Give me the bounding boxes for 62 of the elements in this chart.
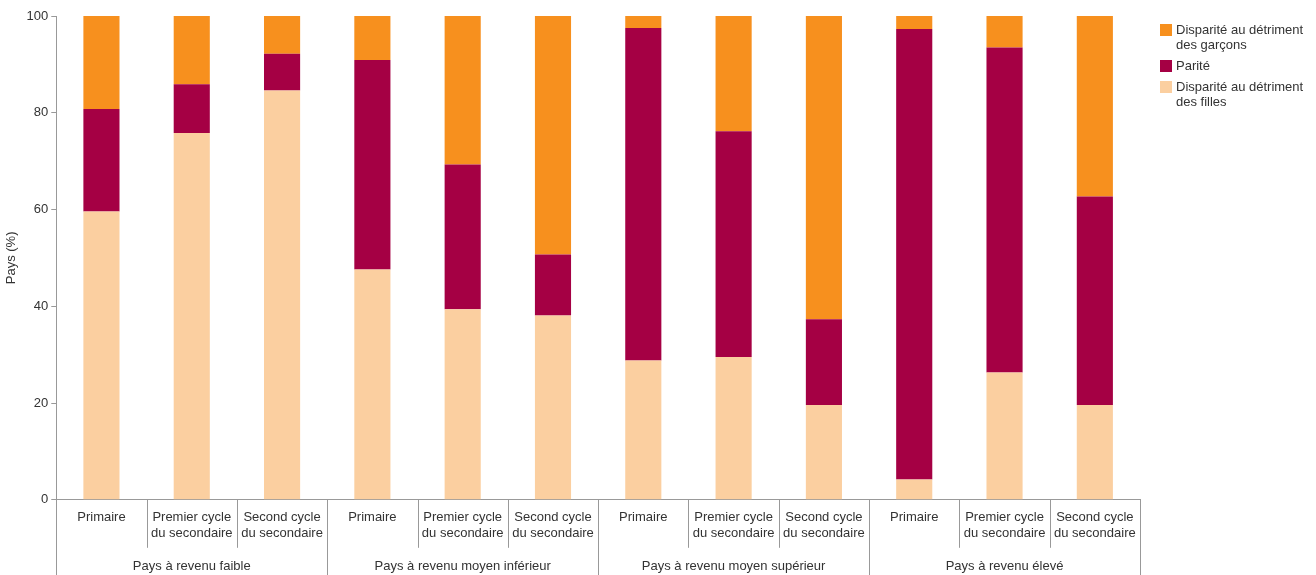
bar (896, 479, 933, 500)
x-tick-label: Premier cycle du secondaire (421, 509, 504, 540)
y-tick-label: 60 (33, 201, 49, 217)
bar (83, 16, 120, 109)
x-tick-label: Primaire (77, 509, 126, 525)
bar (625, 360, 662, 500)
bar (444, 164, 481, 310)
text: Pays à revenu moyen inférieur (374, 557, 552, 573)
bar (534, 16, 572, 255)
bar (444, 309, 481, 500)
x-tick-label: Primaire (890, 509, 939, 525)
legend-label: Disparité au détriment des filles (1176, 79, 1305, 109)
bar (83, 211, 120, 500)
y-tick-label: 40 (33, 297, 49, 313)
x-tick-label: Second cycle du secondaire (1054, 509, 1136, 540)
bar (805, 16, 842, 320)
bar (264, 90, 301, 500)
y-axis-title: Pays (%) (3, 231, 19, 285)
bar (715, 357, 752, 500)
x-tick-label: Premier cycle du secondaire (692, 509, 775, 540)
bar (715, 131, 752, 358)
bar (173, 133, 210, 500)
text: Pays à revenu faible (132, 557, 251, 573)
legend-label: Disparité au détriment des garçons (1176, 22, 1305, 52)
bar (444, 16, 481, 165)
bar (173, 16, 210, 85)
bar (715, 16, 752, 132)
bar (1076, 196, 1113, 405)
bar (896, 16, 933, 30)
bar (354, 269, 391, 500)
bar (625, 16, 662, 29)
text: Pays à revenu moyen supérieur (641, 557, 827, 573)
x-tick-label: Premier cycle du secondaire (963, 509, 1046, 540)
text: Pays à revenu élevé (945, 557, 1064, 573)
x-tick-label: Second cycle du secondaire (783, 509, 865, 540)
bar (625, 28, 662, 361)
legend-label: Parité (1176, 58, 1210, 73)
bar (354, 16, 391, 61)
bar (986, 372, 1023, 500)
y-tick-label: 0 (41, 491, 49, 507)
y-tick-label: 80 (33, 104, 49, 120)
bar (805, 319, 842, 405)
bar (264, 53, 301, 91)
x-tick-label: Primaire (619, 509, 668, 525)
x-tick-label: Second cycle du secondaire (512, 509, 594, 540)
bar (354, 60, 391, 270)
bar (83, 108, 120, 212)
bar (1076, 16, 1113, 197)
bar (1076, 404, 1113, 500)
x-tick-label: Second cycle du secondaire (241, 509, 323, 540)
bar (986, 16, 1023, 48)
bar (805, 404, 842, 500)
x-tick-label: Premier cycle du secondaire (150, 509, 233, 540)
bar (534, 254, 572, 316)
y-tick-label: 100 (26, 7, 49, 23)
bar (264, 16, 301, 54)
y-tick-label: 20 (33, 394, 49, 410)
bar (986, 47, 1023, 373)
bar (534, 315, 572, 500)
bar (896, 29, 933, 480)
bar (173, 84, 210, 134)
x-tick-label: Primaire (348, 509, 397, 525)
